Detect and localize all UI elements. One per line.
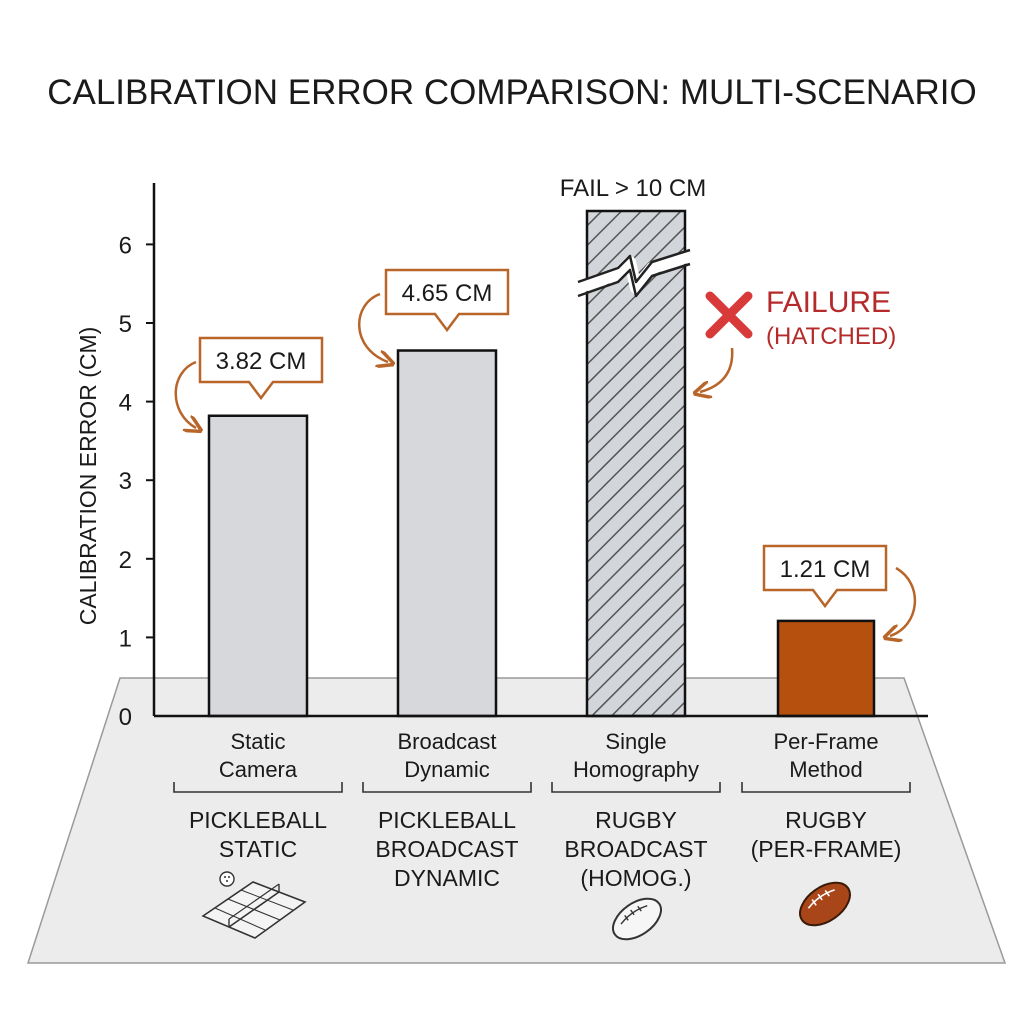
value-callout-box (384, 268, 510, 333)
callout-arrow-icon (174, 360, 196, 428)
category-method-label: Per-Frame (773, 729, 878, 754)
failure-sub-label: (HATCHED) (766, 323, 896, 350)
value-callout-box (198, 336, 324, 401)
chart-title: CALIBRATION ERROR COMPARISON: MULTI-SCEN… (47, 73, 977, 112)
category-method-label: Dynamic (404, 757, 490, 782)
category-method-label: Camera (219, 757, 298, 782)
y-tick-label: 3 (119, 468, 132, 495)
axis-break-outline-icon (577, 248, 691, 298)
rugby-ball-outline-icon (612, 897, 662, 941)
callouts: 3.82 CM 4.65 CM 1.21 CM (174, 268, 917, 636)
failure-label: FAILURE (766, 286, 891, 319)
category-scenario-label: BROADCAST (564, 836, 707, 862)
category-method-label: Single (605, 729, 666, 754)
category-scenario-label: RUGBY (595, 807, 677, 833)
y-axis-label: CALIBRATION ERROR (CM) (75, 327, 101, 626)
category-scenario-label: STATIC (219, 836, 297, 862)
category-method-label: Method (789, 757, 862, 782)
y-tick-label: 5 (119, 311, 132, 338)
category-bracket (741, 782, 911, 793)
category-scenario-label: DYNAMIC (394, 865, 500, 891)
y-ticks: 0 1 2 3 4 5 6 (119, 232, 154, 731)
axis-break-icon (576, 250, 692, 294)
category-scenario-label: BROADCAST (375, 836, 518, 862)
pickleball-court-icon (201, 871, 307, 939)
category-scenario-label: PICKLEBALL (189, 807, 327, 833)
bar (396, 349, 498, 718)
bar (776, 619, 876, 718)
category-method-label: Broadcast (397, 729, 496, 754)
value-label: 4.65 CM (402, 280, 493, 307)
callout-arrow-icon (358, 292, 388, 362)
category-bracket (551, 782, 721, 793)
fail-threshold-label: FAIL > 10 CM (560, 175, 707, 202)
category-scenario-label: PICKLEBALL (378, 807, 516, 833)
category-method-label: Static (230, 729, 285, 754)
y-tick-label: 0 (119, 704, 132, 731)
rugby-ball-filled-icon (799, 881, 851, 927)
value-callout-box (762, 544, 888, 609)
category-scenario-label: (HOMOG.) (580, 865, 691, 891)
category-scenario-label: RUGBY (785, 807, 867, 833)
value-label: 1.21 CM (780, 556, 871, 583)
category-bracket (362, 782, 532, 793)
category-labels: Static Camera PICKLEBALL STATIC Broadcast Dyn… (173, 729, 911, 891)
failure-arrow-icon (700, 347, 734, 392)
y-tick-label: 4 (119, 390, 132, 417)
failure-x-icon (705, 291, 753, 339)
y-tick-label: 2 (119, 547, 132, 574)
category-bracket (173, 782, 343, 793)
callout-arrow-icon (890, 566, 917, 636)
bars (207, 209, 876, 718)
category-method-label: Homography (573, 757, 699, 782)
value-label: 3.82 CM (216, 348, 307, 375)
category-scenario-label: (PER-FRAME) (751, 836, 902, 862)
bar (207, 414, 309, 718)
y-tick-label: 6 (119, 232, 132, 259)
y-tick-label: 1 (119, 625, 132, 652)
